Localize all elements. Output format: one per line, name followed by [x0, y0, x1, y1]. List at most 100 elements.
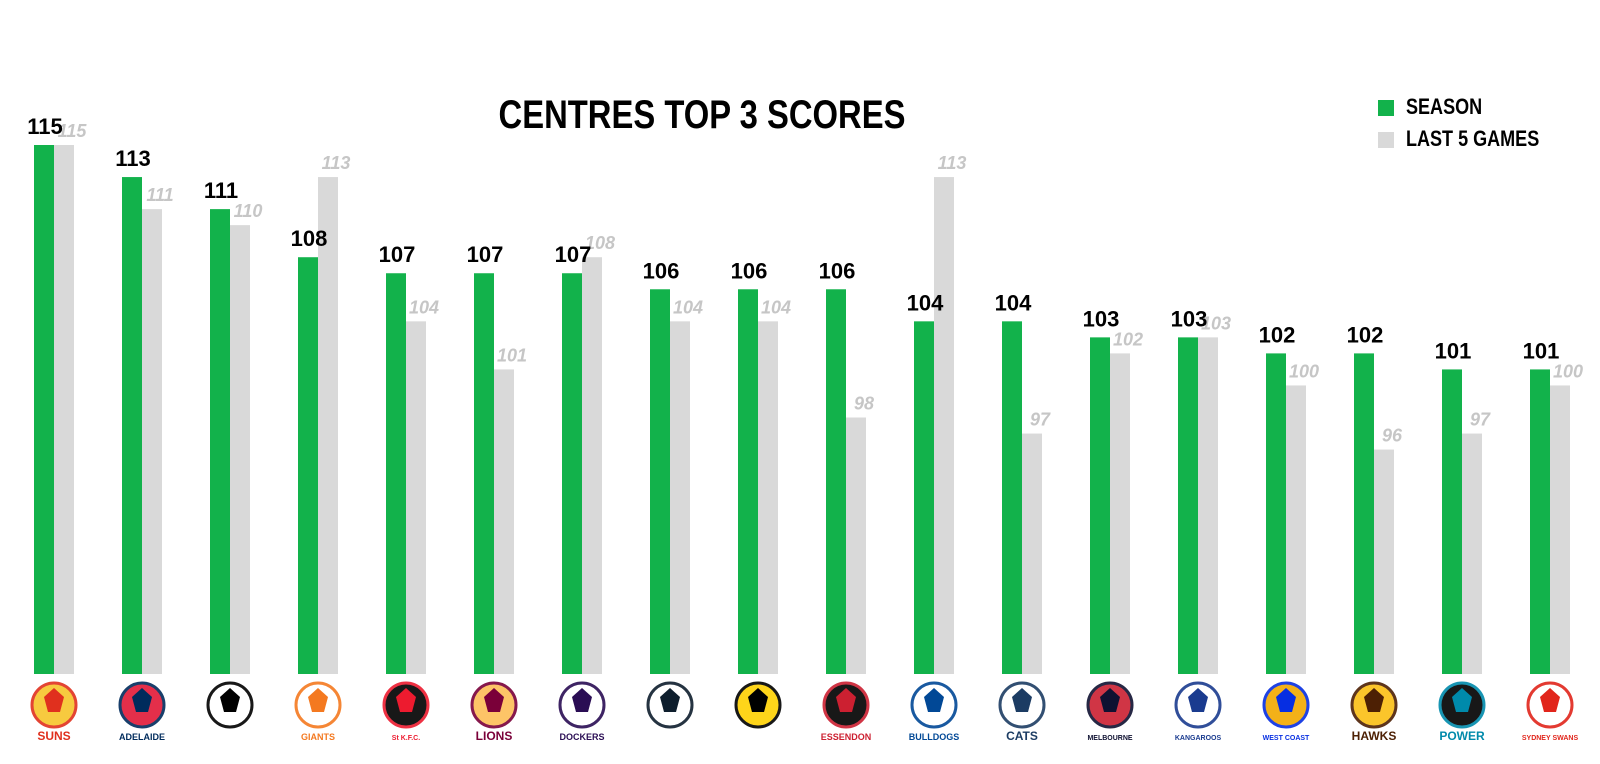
bar-last5-10: [934, 177, 954, 674]
crows-logo-text: ADELAIDE: [119, 732, 165, 742]
bar-last5-13: [1198, 337, 1218, 674]
label-season-8: 106: [731, 258, 768, 283]
label-last5-3: 113: [322, 153, 351, 173]
label-last5-9: 98: [854, 394, 874, 414]
bombers-logo: ESSENDON: [821, 681, 872, 742]
label-last5-2: 110: [234, 201, 263, 221]
bar-season-10: [914, 321, 934, 674]
eagles-logo-emblem: [1276, 688, 1296, 712]
label-season-17: 101: [1523, 338, 1560, 363]
legend: SEASON LAST 5 GAMES: [1378, 95, 1539, 151]
label-season-5: 107: [467, 242, 504, 267]
label-season-9: 106: [819, 258, 856, 283]
label-last5-7: 104: [673, 297, 703, 317]
bar-last5-4: [406, 321, 426, 674]
label-season-16: 101: [1435, 338, 1472, 363]
label-last5-15: 96: [1382, 426, 1403, 446]
label-season-14: 102: [1259, 322, 1296, 347]
bar-season-2: [210, 209, 230, 674]
bar-last5-7: [670, 321, 690, 674]
swans-logo-text: SYDNEY SWANS: [1522, 735, 1579, 742]
label-last5-10: 113: [938, 153, 967, 173]
saints-logo-text: St K.F.C.: [392, 735, 420, 742]
bar-last5-9: [846, 417, 866, 674]
legend-last5-label: LAST 5 GAMES: [1406, 127, 1539, 151]
dockers-logo-text: DOCKERS: [559, 732, 604, 742]
label-last5-6: 108: [585, 233, 615, 253]
bar-last5-8: [758, 321, 778, 674]
label-season-0: 115: [27, 114, 63, 139]
chart-title: CENTRES TOP 3 SCORES: [499, 92, 906, 137]
legend-season-swatch: [1378, 100, 1394, 116]
saints-logo-emblem: [396, 688, 416, 712]
bar-season-1: [122, 177, 142, 674]
team-logos: SUNS ADELAIDE GIANTS St K.F.C. LIONS DOCKERS E…: [30, 681, 1579, 743]
bombers-logo-text: ESSENDON: [821, 732, 872, 742]
bar-season-14: [1266, 353, 1286, 674]
giants-logo-emblem: [308, 688, 328, 712]
crows-logo: ADELAIDE: [118, 681, 166, 742]
eagles-logo: WEST COAST: [1262, 681, 1310, 742]
bar-season-8: [738, 289, 758, 674]
tigers-logo: [734, 681, 782, 729]
demons-logo: MELBOURNE: [1086, 681, 1134, 742]
kangaroos-logo: KANGAROOS: [1174, 681, 1222, 742]
label-last5-16: 97: [1470, 410, 1491, 430]
bar-season-9: [826, 289, 846, 674]
label-last5-5: 101: [497, 345, 527, 365]
dockers-logo: DOCKERS: [558, 681, 606, 742]
bar-season-3: [298, 257, 318, 674]
carlton-logo-emblem: [660, 688, 680, 712]
bar-season-5: [474, 273, 494, 674]
label-last5-11: 97: [1030, 410, 1051, 430]
hawks-logo: HAWKS: [1350, 681, 1398, 743]
giants-logo: GIANTS: [294, 681, 342, 742]
power-logo-text: POWER: [1439, 729, 1485, 743]
bombers-logo-emblem: [836, 688, 856, 712]
demons-logo-text: MELBOURNE: [1087, 735, 1132, 742]
label-last5-1: 111: [146, 185, 173, 205]
label-last5-17: 100: [1553, 361, 1583, 381]
bar-season-12: [1090, 337, 1110, 674]
bulldogs-logo-text: BULLDOGS: [909, 732, 960, 742]
hawks-logo-text: HAWKS: [1352, 729, 1397, 743]
lions-logo-text: LIONS: [476, 729, 513, 743]
bar-last5-3: [318, 177, 338, 674]
bar-season-15: [1354, 353, 1374, 674]
bar-last5-15: [1374, 449, 1394, 674]
bulldogs-logo: BULLDOGS: [909, 681, 960, 742]
bar-season-0: [34, 145, 54, 674]
magpies-logo-emblem: [220, 688, 240, 712]
bar-season-7: [650, 289, 670, 674]
dockers-logo-emblem: [572, 688, 592, 712]
bar-season-11: [1002, 321, 1022, 674]
label-season-3: 108: [291, 226, 328, 251]
label-season-15: 102: [1347, 322, 1384, 347]
label-season-2: 111: [204, 178, 238, 203]
power-logo-emblem: [1452, 688, 1472, 712]
eagles-logo-text: WEST COAST: [1263, 735, 1310, 742]
bar-last5-11: [1022, 433, 1042, 674]
saints-logo: St K.F.C.: [382, 681, 430, 742]
suns-logo-text: SUNS: [37, 729, 70, 743]
label-last5-13: 103: [1201, 313, 1231, 333]
kangaroos-logo-text: KANGAROOS: [1175, 735, 1222, 742]
power-logo: POWER: [1438, 681, 1486, 743]
label-season-6: 107: [555, 242, 592, 267]
label-season-4: 107: [379, 242, 416, 267]
crows-logo-emblem: [132, 688, 152, 712]
bar-last5-6: [582, 257, 602, 674]
bar-last5-2: [230, 225, 250, 674]
label-last5-8: 104: [761, 297, 791, 317]
kangaroos-logo-emblem: [1188, 688, 1208, 712]
label-last5-0: 115: [58, 121, 88, 141]
label-season-13: 103: [1171, 306, 1208, 331]
bar-last5-5: [494, 369, 514, 674]
bar-season-6: [562, 273, 582, 674]
magpies-logo: [206, 681, 254, 729]
cats-logo: CATS: [998, 681, 1046, 743]
demons-logo-emblem: [1100, 688, 1120, 712]
bar-season-17: [1530, 369, 1550, 674]
